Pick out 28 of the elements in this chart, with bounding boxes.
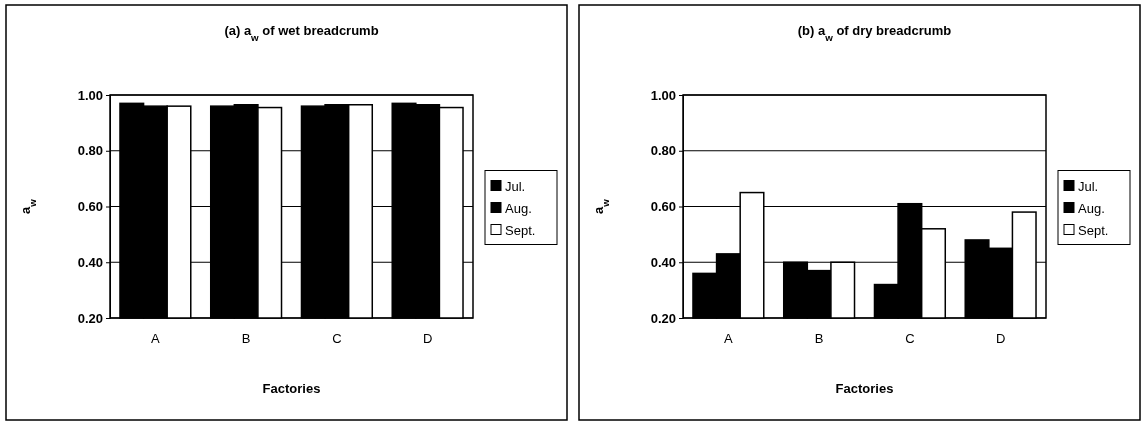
x-tick-label: D — [995, 331, 1006, 347]
chart-title: (a) a$_{w}$ of wet breadcrumb — [224, 23, 379, 43]
x-axis-title: Factories — [262, 381, 321, 396]
chart-title: (b) a$_{w}$ of dry breadcrumb — [797, 23, 952, 43]
legend-label: Aug. — [1078, 200, 1105, 216]
x-tick-label: C — [905, 331, 915, 347]
x-tick-label: D — [422, 331, 433, 347]
x-axis-title: Factories — [835, 381, 894, 396]
x-tick-label: B — [814, 331, 824, 347]
y-tick-label: 1.00 — [650, 87, 676, 103]
legend-label: Aug. — [505, 200, 532, 216]
y-tick-label: 0.20 — [650, 310, 676, 326]
y-tick-label: 0.80 — [77, 143, 103, 159]
y-tick-label: 0.80 — [650, 143, 676, 159]
y-tick-label: 0.60 — [77, 199, 103, 215]
x-tick-label: B — [241, 331, 251, 347]
y-tick-label: 0.60 — [650, 199, 676, 215]
x-tick-label: A — [151, 331, 161, 347]
x-tick-label: A — [724, 331, 734, 347]
legend-label: Jul. — [505, 178, 526, 194]
legend-label: Sept. — [505, 222, 536, 238]
legend-label: Jul. — [1078, 178, 1099, 194]
y-tick-label: 0.40 — [650, 254, 676, 270]
y-tick-label: 1.00 — [77, 87, 103, 103]
x-tick-label: C — [332, 331, 342, 347]
legend-label: Sept. — [1078, 222, 1109, 238]
y-tick-label: 0.20 — [77, 310, 103, 326]
y-tick-label: 0.40 — [77, 254, 103, 270]
